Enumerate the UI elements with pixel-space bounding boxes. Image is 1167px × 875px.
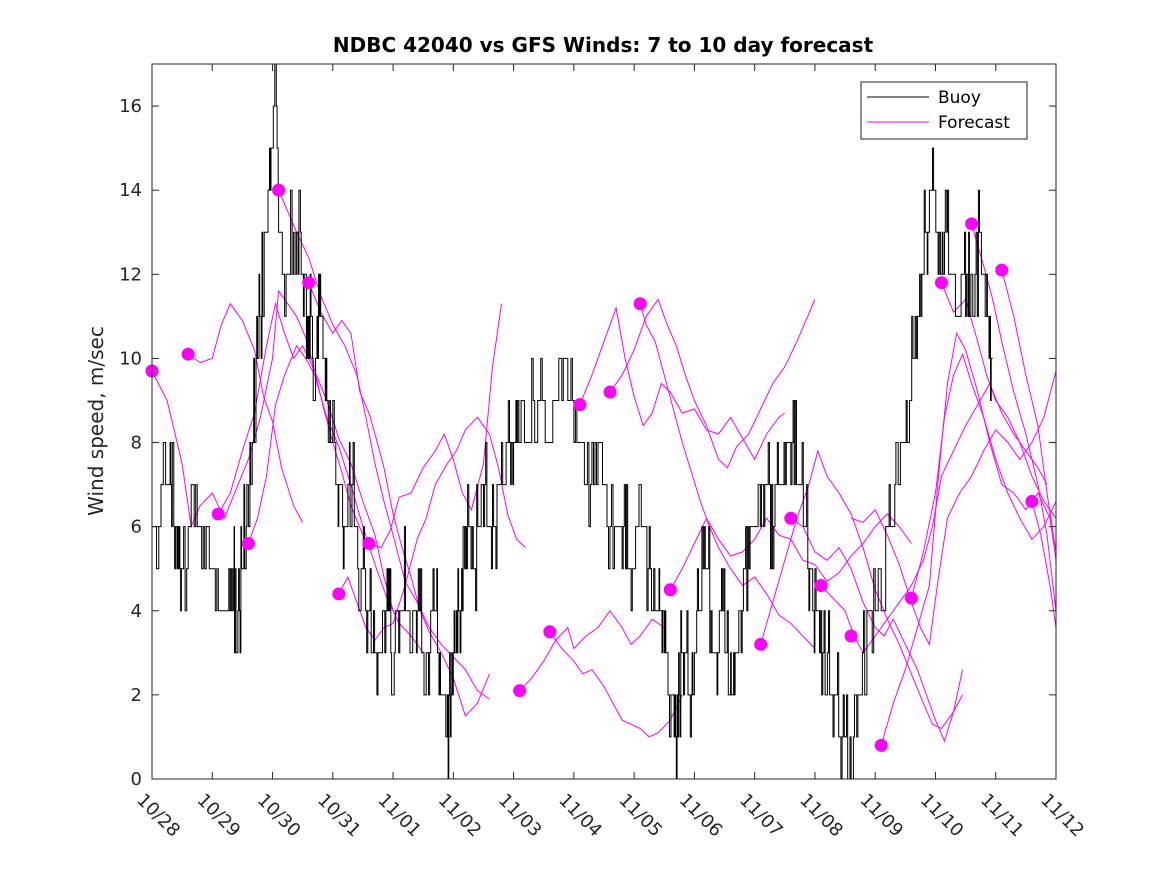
forecast-marker — [603, 385, 617, 399]
forecast-marker — [1025, 494, 1039, 508]
plot-area — [152, 64, 1056, 779]
forecast-marker — [934, 276, 948, 290]
forecast-marker — [302, 276, 316, 290]
forecast-marker — [332, 587, 346, 601]
forecast-marker — [633, 297, 647, 311]
forecast-marker — [513, 684, 527, 698]
y-tick-label: 6 — [131, 517, 142, 538]
forecast-marker — [784, 511, 798, 525]
forecast-marker — [573, 398, 587, 412]
legend-forecast-label: Forecast — [938, 113, 1010, 133]
forecast-marker — [211, 507, 225, 521]
forecast-marker — [874, 738, 888, 752]
forecast-line — [1001, 269, 1057, 552]
forecast-marker — [844, 629, 858, 643]
forecast-line — [579, 305, 786, 461]
forecast-line — [850, 370, 1057, 646]
y-tick-label: 2 — [131, 685, 142, 706]
forecast-marker — [754, 637, 768, 651]
forecast-line — [1031, 501, 1057, 628]
forecast-marker — [663, 583, 677, 597]
y-tick-label: 16 — [119, 96, 142, 117]
forecast-marker — [995, 263, 1009, 277]
forecast-line — [790, 517, 964, 743]
y-tick-label: 8 — [131, 433, 142, 454]
y-tick-label: 4 — [131, 601, 142, 622]
forecast-line — [820, 382, 1048, 654]
forecast-marker — [965, 217, 979, 231]
chart-title: NDBC 42040 vs GFS Winds: 7 to 10 day for… — [333, 33, 874, 57]
forecast-marker — [904, 591, 918, 605]
y-axis-label: Wind speed, m/sec — [84, 326, 108, 516]
series-layer — [145, 63, 1057, 780]
forecast-line — [187, 302, 304, 523]
forecast-marker — [181, 347, 195, 361]
forecast-marker — [362, 536, 376, 550]
forecast-line — [639, 303, 816, 649]
forecast-marker — [543, 625, 557, 639]
y-tick-label: 14 — [119, 180, 142, 201]
forecast-marker — [272, 183, 286, 197]
forecast-line — [217, 301, 394, 611]
y-tick-label: 12 — [119, 264, 142, 285]
forecast-marker — [814, 579, 828, 593]
axes-box — [151, 63, 1057, 780]
legend-buoy-label: Buoy — [938, 88, 981, 108]
forecast-line — [609, 298, 816, 469]
buoy-line — [152, 63, 993, 780]
forecast-marker — [241, 536, 255, 550]
forecast-line — [368, 303, 502, 549]
legend-box — [860, 81, 1028, 140]
forecast-line — [549, 631, 683, 738]
y-tick-label: 10 — [119, 348, 142, 369]
y-tick-label: 0 — [131, 769, 142, 790]
forecast-line — [910, 352, 1057, 599]
forecast-line — [519, 609, 665, 692]
legend: Buoy Forecast — [860, 81, 1028, 140]
